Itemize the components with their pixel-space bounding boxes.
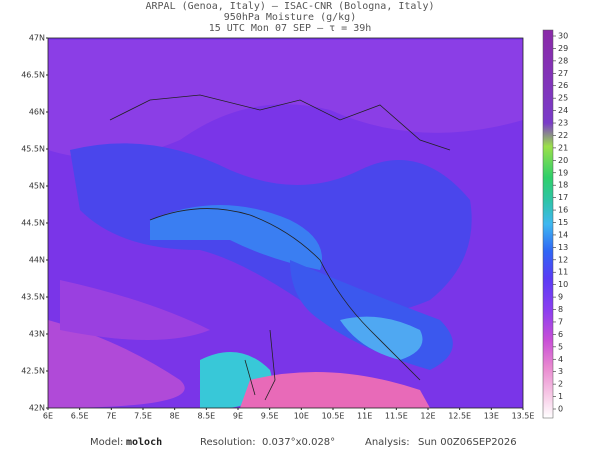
colorbar-label: 29 [558,44,568,53]
colorbar-label: 22 [558,131,568,140]
colorbar-label: 19 [558,168,568,177]
map-field [48,38,523,408]
lat-label: 46.5N [21,71,45,80]
header-line: ARPAL (Genoa, Italy) – ISAC-CNR (Bologna… [146,1,435,12]
footer-label: Resolution: [200,437,256,448]
lat-label: 47N [29,34,45,43]
lon-label: 13E [484,412,499,421]
lon-label: 11.5E [385,412,408,421]
lon-label: 6E [43,412,53,421]
lon-label: 6.5E [71,412,89,421]
footer-label: Analysis: [365,437,410,448]
colorbar-label: 2 [558,380,563,389]
colorbar-label: 25 [558,94,568,103]
colorbar-label: 26 [558,81,568,90]
footer-value: 0.037°x0.028° [262,437,335,448]
lon-label: 10E [294,412,309,421]
lat-label: 42N [29,404,45,413]
lat-label: 46N [29,108,45,117]
lat-label: 44N [29,256,45,265]
colorbar-label: 18 [558,181,568,190]
colorbar-label: 7 [558,317,563,326]
colorbar-label: 3 [558,367,563,376]
lon-label: 10.5E [322,412,345,421]
lat-label: 43.5N [21,293,45,302]
colorbar-label: 6 [558,330,563,339]
lon-label: 12.5E [448,412,471,421]
lon-label: 9.5E [261,412,279,421]
header-line: 950hPa Moisture (g/kg) [224,12,356,23]
colorbar-label: 21 [558,143,568,152]
colorbar-label: 1 [558,392,563,401]
lon-label: 7.5E [134,412,152,421]
colorbar-label: 10 [558,280,568,289]
lat-label: 45N [29,182,45,191]
lon-label: 7E [106,412,116,421]
lat-label: 42.5N [21,367,45,376]
colorbar-label: 5 [558,342,563,351]
lat-label: 45.5N [21,145,45,154]
colorbar-label: 16 [558,206,568,215]
lat-label: 43N [29,330,45,339]
lon-label: 8E [170,412,180,421]
lon-label: 12E [420,412,435,421]
colorbar [542,29,554,419]
footer-value: Sun 00Z06SEP2026 [418,437,517,448]
footer-value: moloch [126,437,162,448]
lon-label: 11E [357,412,372,421]
colorbar-label: 12 [558,255,568,264]
colorbar-label: 14 [558,230,568,239]
lon-label: 8.5E [197,412,215,421]
colorbar-label: 11 [558,268,568,277]
colorbar-label: 13 [558,243,568,252]
lon-label: 13.5E [512,412,535,421]
colorbar-label: 24 [558,106,568,115]
footer-label: Model: [90,437,123,448]
lat-label: 44.5N [21,219,45,228]
colorbar-label: 23 [558,119,568,128]
colorbar-label: 8 [558,305,563,314]
lon-label: 9E [233,412,243,421]
colorbar-label: 20 [558,156,568,165]
colorbar-label: 30 [558,32,568,41]
colorbar-label: 4 [558,355,563,364]
colorbar-label: 27 [558,69,568,78]
header-line: 15 UTC Mon 07 SEP – τ = 39h [209,23,372,34]
colorbar-label: 15 [558,218,568,227]
colorbar-label: 9 [558,293,563,302]
colorbar-label: 0 [558,405,563,414]
colorbar-label: 28 [558,56,568,65]
colorbar-label: 17 [558,193,568,202]
